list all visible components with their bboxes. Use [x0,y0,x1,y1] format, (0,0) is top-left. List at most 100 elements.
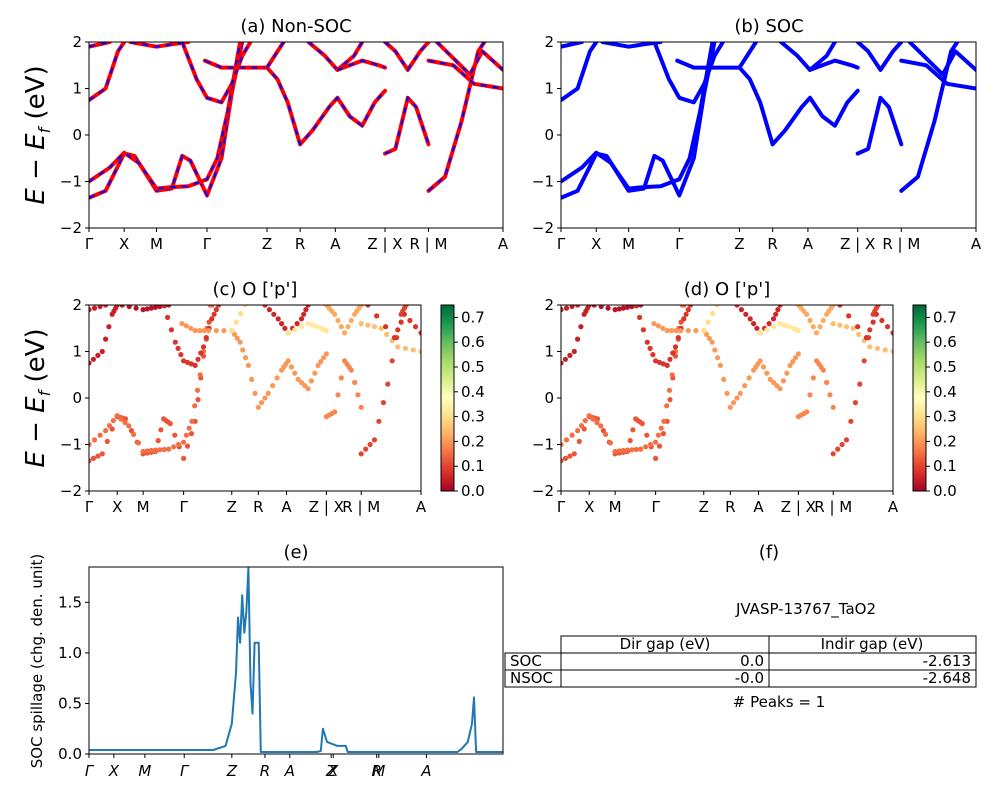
band-point [363,446,369,452]
band-line [383,95,431,156]
band-point [213,307,219,313]
table-header: Dir gap (eV) [620,635,711,653]
band-point [781,322,788,328]
band-point [89,360,92,366]
y-tick-label: 1 [72,343,82,361]
table-cell-value: 0.0 [740,652,764,670]
band-point [633,305,639,308]
band-point [710,310,716,317]
x-tick-label: X [108,762,120,780]
band-point [648,441,654,448]
band-point [852,400,859,406]
band-line-dashed [89,42,110,48]
x-tick-label: A [803,235,814,253]
band-point [144,448,150,454]
band-point [270,383,276,389]
band-line [899,58,976,91]
plot-frame [88,41,504,229]
band-point [563,305,570,311]
table-cell-value: -2.613 [923,652,971,670]
x-tick-label: M [622,235,635,253]
colorbar [440,304,455,492]
band-point [197,372,203,378]
band-point [820,367,826,373]
band-point [717,362,724,368]
band-point [807,392,813,398]
band-point [383,324,389,330]
band-point [660,431,667,437]
panel-e: (e) SOC spillage (chg. den. unit) 0.0 0.5… [28,542,504,780]
x-tick-label: R [767,235,777,253]
band-point [575,428,581,434]
x-tick-label: M [138,762,151,780]
y-tick-label: 0.5 [58,694,82,712]
band-point [715,355,721,361]
plot-frame [560,304,894,492]
band-point [639,421,645,427]
colorbar-tick-label: 0.2 [461,432,485,450]
band-point [249,376,255,382]
band-point [303,307,309,313]
x-tick-label: Z [699,498,709,516]
plot-frame [88,566,504,755]
plot-area [561,305,893,464]
band-point [131,431,137,437]
band-point [578,423,585,429]
band-point [764,370,770,376]
plot-area [89,42,503,200]
band-point [271,311,277,317]
band-point [126,423,132,429]
band-point [640,327,647,333]
band-point [184,443,191,449]
band-point [784,370,790,376]
table-cell-value: -2.648 [923,669,971,687]
band-point [358,321,364,327]
band-point [181,455,187,461]
band-point [133,305,139,311]
band-line [561,42,717,200]
band-point [843,324,850,330]
band-point [598,423,604,429]
band-line [855,42,904,72]
band-point [389,358,395,364]
band-point [561,360,564,366]
band-line [434,42,503,77]
x-tick-label: M [137,498,150,516]
x-tick-label: A [330,235,341,253]
band-line [899,42,960,193]
x-tick-label: Z [227,498,237,516]
band-point [660,325,666,331]
band-point [773,311,779,317]
band-point [285,330,291,336]
band-point [795,328,802,334]
band-point [670,350,676,356]
band-point [371,437,378,443]
band-point [192,362,198,368]
band-point [371,324,378,330]
band-point [418,348,421,355]
band-point [186,425,192,431]
band-point [870,319,876,325]
x-tick-label: Γ [557,235,566,253]
band-point [282,325,288,331]
band-point [861,358,867,364]
plot-area [89,567,503,753]
panel-c-title: (c) O ['p'] [213,279,298,300]
band-line [561,42,599,103]
band-point [605,305,611,311]
band-point [168,327,174,333]
x-tick-label: X [327,762,339,780]
band-point [332,409,338,415]
band-point [786,324,792,330]
band-point [90,455,96,461]
band-point [385,381,391,387]
band-point [653,455,659,461]
band-point [839,441,845,448]
band-point [176,441,182,448]
band-point [624,305,630,310]
band-point [259,400,265,406]
band-point [294,321,300,327]
band-point [152,305,158,310]
plot-area [561,42,976,200]
